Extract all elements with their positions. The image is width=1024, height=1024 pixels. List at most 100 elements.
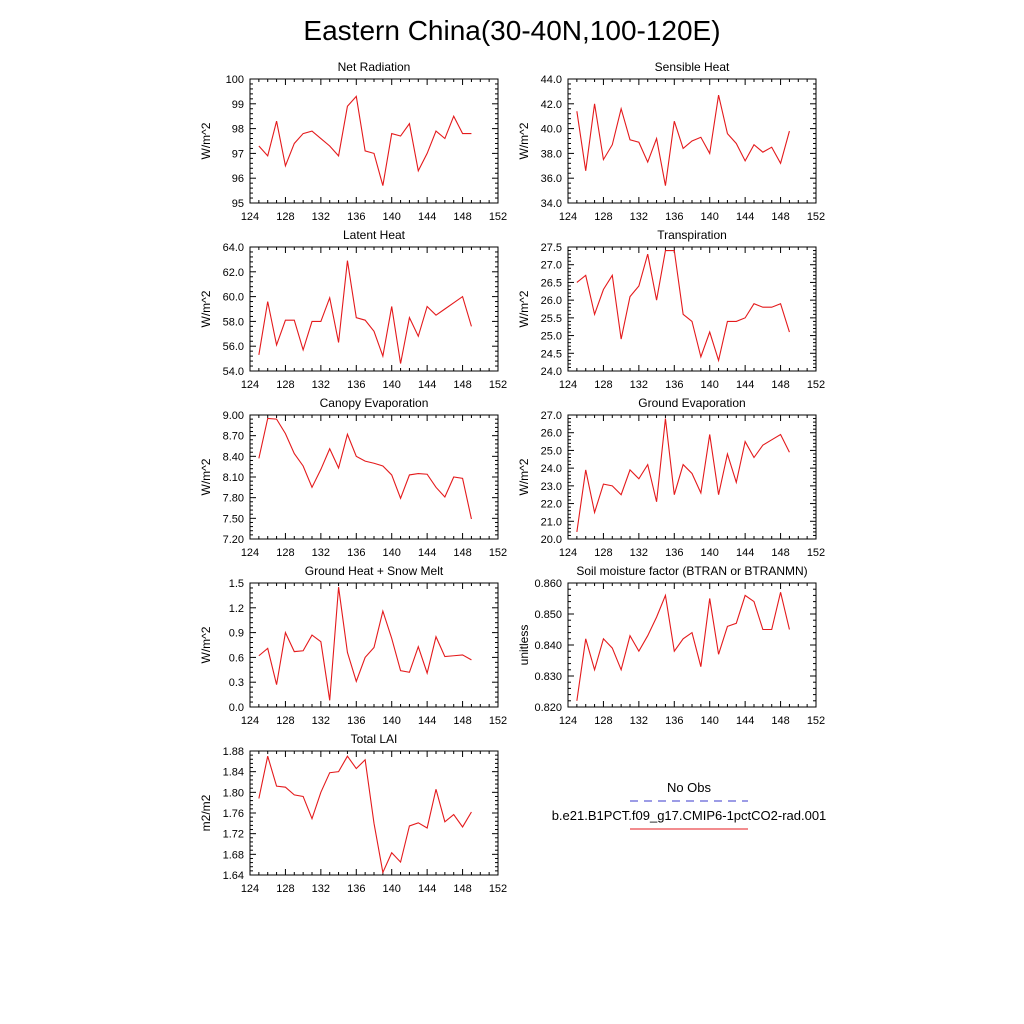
- x-tick-label: 144: [736, 547, 754, 559]
- plot-frame: [249, 246, 499, 372]
- x-tick-label: 148: [453, 883, 471, 895]
- y-tick-label: 0.820: [534, 702, 562, 714]
- panel-title: Soil moisture factor (BTRAN or BTRANMN): [576, 564, 807, 578]
- panel-sensible-heat: Sensible Heat W/m^2 124 128 132 136 140 144 148 1…: [517, 60, 825, 223]
- legend-label: b.e21.B1PCT.f09_g17.CMIP6-1pctCO2-rad.00…: [552, 808, 827, 823]
- x-tick-label: 132: [312, 379, 330, 391]
- series-line: [258, 587, 472, 701]
- y-tick-label: 26.0: [541, 295, 562, 307]
- y-tick-label: 1.68: [223, 849, 244, 861]
- y-tick-label: 0.840: [534, 640, 562, 652]
- panel-title: Sensible Heat: [655, 60, 730, 74]
- y-tick-label: 24.5: [541, 348, 562, 360]
- y-tick-label: 1.64: [223, 870, 244, 882]
- y-tick-label: 26.5: [541, 277, 562, 289]
- series-line: [258, 95, 472, 186]
- x-tick-label: 128: [276, 883, 294, 895]
- y-axis-label: W/m^2: [199, 290, 213, 327]
- y-tick-label: 44.0: [541, 74, 562, 86]
- y-tick-label: 1.84: [223, 767, 244, 779]
- x-tick-label: 140: [701, 715, 719, 727]
- y-tick-label: 20.0: [541, 534, 562, 546]
- x-tick-label: 144: [736, 715, 754, 727]
- x-tick-label: 148: [771, 211, 789, 223]
- y-tick-label: 98: [232, 124, 244, 136]
- x-tick-label: 152: [807, 715, 825, 727]
- x-tick-label: 124: [241, 715, 259, 727]
- y-tick-label: 1.76: [223, 808, 244, 820]
- y-tick-label: 0.9: [229, 628, 244, 640]
- y-tick-label: 54.0: [223, 366, 244, 378]
- x-tick-label: 140: [383, 547, 401, 559]
- x-tick-label: 136: [347, 211, 365, 223]
- x-tick-label: 152: [489, 379, 507, 391]
- x-tick-label: 144: [418, 547, 436, 559]
- series-line: [576, 94, 790, 186]
- series-line: [258, 755, 472, 875]
- x-tick-label: 128: [276, 547, 294, 559]
- y-tick-label: 27.0: [541, 260, 562, 272]
- x-tick-label: 148: [453, 211, 471, 223]
- x-tick-label: 124: [241, 211, 259, 223]
- x-tick-label: 140: [701, 211, 719, 223]
- y-axis-label: W/m^2: [199, 626, 213, 663]
- x-tick-label: 152: [489, 883, 507, 895]
- x-tick-label: 128: [594, 379, 612, 391]
- panel-title: Net Radiation: [338, 60, 411, 74]
- y-tick-label: 24.0: [541, 366, 562, 378]
- y-tick-label: 22.0: [541, 499, 562, 511]
- panel-title: Latent Heat: [343, 228, 406, 242]
- plot-frame: [249, 414, 499, 540]
- x-tick-label: 140: [383, 883, 401, 895]
- x-tick-label: 152: [807, 547, 825, 559]
- x-tick-label: 124: [559, 211, 577, 223]
- x-tick-label: 144: [418, 379, 436, 391]
- x-tick-label: 136: [347, 883, 365, 895]
- y-tick-label: 58.0: [223, 316, 244, 328]
- y-axis-label: W/m^2: [517, 458, 531, 495]
- y-tick-label: 0.6: [229, 652, 244, 664]
- x-tick-label: 140: [701, 379, 719, 391]
- y-tick-label: 25.5: [541, 313, 562, 325]
- x-tick-label: 152: [489, 715, 507, 727]
- x-tick-label: 152: [489, 211, 507, 223]
- plot-frame: [249, 78, 499, 204]
- panel-ground-evaporation: Ground Evaporation W/m^2 124 128 132 136 140 14…: [517, 396, 825, 559]
- y-tick-label: 7.20: [223, 534, 244, 546]
- y-tick-label: 42.0: [541, 99, 562, 111]
- x-tick-label: 148: [771, 547, 789, 559]
- legend-label: No Obs: [667, 780, 712, 795]
- panel-net-radiation: Net Radiation W/m^2 124 128 132 136 140 144 148 1…: [199, 60, 507, 223]
- panels: Net Radiation W/m^2 124 128 132 136 140 144 148 1…: [199, 60, 825, 895]
- panel-ground-heat-snow-melt: Ground Heat + Snow Melt W/m^2 124 128 132 136…: [199, 564, 507, 727]
- plot-frame: [249, 750, 499, 876]
- x-tick-label: 136: [347, 547, 365, 559]
- y-tick-label: 0.850: [534, 609, 562, 621]
- plot-frame: [567, 414, 817, 540]
- x-tick-label: 136: [347, 715, 365, 727]
- x-tick-label: 144: [736, 379, 754, 391]
- x-tick-label: 136: [665, 715, 683, 727]
- x-tick-label: 140: [383, 715, 401, 727]
- y-tick-label: 8.40: [223, 451, 244, 463]
- y-axis-label: m2/m2: [199, 794, 213, 831]
- legend: No Obs b.e21.B1PCT.f09_g17.CMIP6-1pctCO2-…: [552, 780, 827, 830]
- y-axis-label: W/m^2: [517, 122, 531, 159]
- y-tick-label: 60.0: [223, 292, 244, 304]
- x-tick-label: 132: [630, 715, 648, 727]
- panel-title: Total LAI: [351, 732, 398, 746]
- x-tick-label: 128: [594, 715, 612, 727]
- x-tick-label: 132: [312, 211, 330, 223]
- y-tick-label: 1.72: [223, 829, 244, 841]
- y-tick-label: 56.0: [223, 341, 244, 353]
- y-tick-label: 1.80: [223, 787, 244, 799]
- plot-frame: [567, 582, 817, 708]
- x-tick-label: 136: [665, 211, 683, 223]
- y-tick-label: 25.0: [541, 445, 562, 457]
- x-tick-label: 140: [701, 547, 719, 559]
- x-tick-label: 132: [630, 211, 648, 223]
- y-tick-label: 40.0: [541, 124, 562, 136]
- panel-canopy-evaporation: Canopy Evaporation W/m^2 124 128 132 136 140 14…: [199, 396, 507, 559]
- y-tick-label: 100: [226, 74, 244, 86]
- x-tick-label: 128: [276, 715, 294, 727]
